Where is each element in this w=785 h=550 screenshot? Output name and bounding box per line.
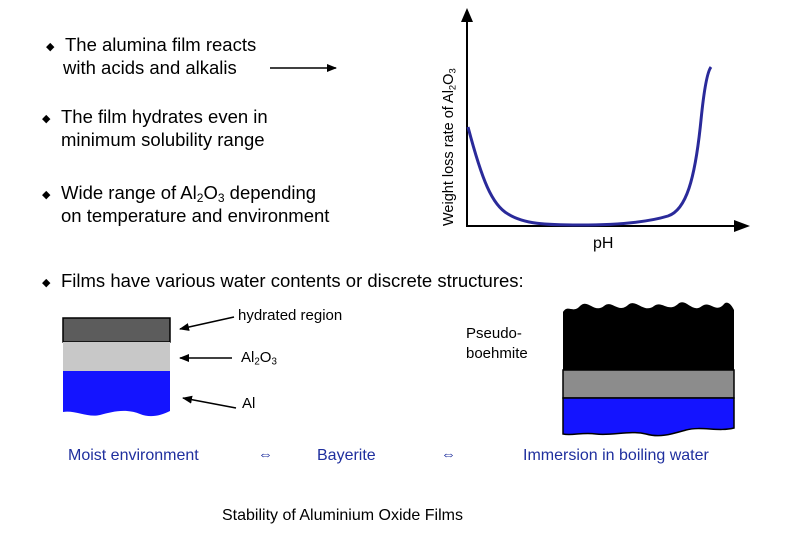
metal-layer [63,371,170,417]
equilibrium-arrow-icon: ⇔ [441,446,456,463]
bullet-diamond-icon: ◆ [42,113,51,125]
immersion-boiling-water-label: Immersion in boiling water [523,447,709,464]
bullet-text-line2: on temperature and environment [61,205,330,226]
hydrated-arrow [179,316,235,331]
graph-y-axis-arrow-icon [461,8,473,22]
metal-layer-right [562,397,735,437]
weight-loss-curve [466,66,713,227]
bullet-text-line1: The alumina film reacts [65,34,257,55]
bullet-text-line2: with acids and alkalis [63,57,237,78]
oxide-layer [63,342,170,371]
al2o3-label: Al2O3 [241,349,277,368]
bullet-diamond-icon: ◆ [42,277,51,289]
pseudo-boehmite-label-line1: Pseudo- [466,325,522,342]
bullet-text: Films have various water contents or dis… [61,270,524,291]
moist-environment-label: Moist environment [68,447,199,464]
boehmite-layer [563,302,734,370]
hydrated-layer [62,317,171,343]
bullet-text-line1: The film hydrates even in [61,106,268,127]
al-label: Al [242,395,256,412]
graph-x-label: pH [593,235,614,252]
hydrated-region-label: hydrated region [238,307,343,324]
bullet-text-line1: Wide range of Al2O3 depending [61,182,317,205]
bullet-diamond-icon: ◆ [46,41,55,53]
figure-caption: Stability of Aluminium Oxide Films [222,507,463,524]
bullet-text-line2: minimum solubility range [61,129,265,150]
bayerite-label: Bayerite [317,447,376,464]
oxide-layer-right [562,369,735,399]
pseudo-boehmite-label-line2: boehmite [466,345,528,362]
metal-arrow [182,395,237,409]
bullet-diamond-icon: ◆ [42,189,51,201]
graph-x-axis-arrow-icon [734,220,750,232]
graph-y-label: Weight loss rate of Al2O3 [441,68,458,226]
equilibrium-arrow-icon: ⇔ [258,446,273,463]
